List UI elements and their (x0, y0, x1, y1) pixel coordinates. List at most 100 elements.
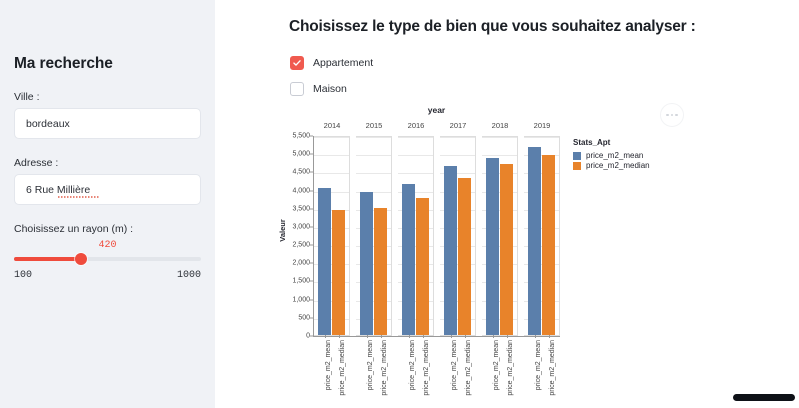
bar-price_m2_mean-2014[interactable] (318, 187, 331, 335)
facet-plot (482, 136, 518, 336)
bar-price_m2_median-2019[interactable] (542, 154, 555, 335)
x-tick-mark (367, 335, 368, 338)
facet-plot (398, 136, 434, 336)
sidebar-title: Ma recherche (14, 55, 113, 72)
more-options-icon[interactable] (660, 103, 684, 127)
gridline (356, 318, 391, 320)
dot (670, 113, 674, 117)
x-tick-text: price_m2_mean (535, 340, 542, 391)
chart-facet-title: year (427, 105, 446, 115)
bar-price_m2_median-2016[interactable] (416, 197, 429, 335)
checkbox-appartement[interactable] (290, 56, 304, 70)
bar-price_m2_mean-2018[interactable] (486, 158, 499, 335)
facet-panel-2014: 2014 price_m2_mean price_m2_median (314, 118, 350, 408)
x-tick-label: price_m2_mean (487, 335, 500, 408)
horizontal-scrollbar[interactable] (733, 394, 795, 401)
y-tick-label: 4,000 (292, 187, 310, 195)
gridline (482, 173, 517, 175)
page-title: Choisissez le type de bien que vous souh… (289, 18, 696, 35)
y-tick-mark (310, 335, 313, 337)
x-axis-labels: price_m2_mean price_m2_median (524, 335, 560, 408)
city-label: Ville : (14, 91, 40, 103)
facet-label: 2018 (491, 121, 509, 130)
gridline (482, 137, 517, 138)
x-tick-text: price_m2_median (507, 340, 514, 396)
gridline (314, 173, 349, 175)
x-tick-label: price_m2_mean (319, 335, 332, 408)
gridline (314, 246, 349, 248)
legend-item-price_m2_mean[interactable]: price_m2_mean (573, 151, 693, 160)
x-tick-label: price_m2_median (501, 335, 514, 408)
gridline (482, 264, 517, 266)
gridline (314, 300, 349, 302)
y-tick-label: 5,500 (292, 132, 310, 140)
city-input[interactable] (14, 108, 201, 139)
bar-price_m2_mean-2017[interactable] (444, 165, 457, 335)
gridline (524, 227, 559, 229)
gridline (440, 246, 475, 248)
gridline (356, 137, 391, 138)
gridline (356, 227, 391, 229)
facet-label: 2016 (407, 121, 425, 130)
slider-range-labels: 100 1000 (14, 270, 201, 281)
radius-label: Choisissez un rayon (m) : (14, 223, 134, 235)
x-tick-label: price_m2_median (543, 335, 556, 408)
x-tick-label: price_m2_mean (361, 335, 374, 408)
checkbox-maison[interactable] (290, 82, 304, 96)
x-axis-labels: price_m2_mean price_m2_median (314, 335, 350, 408)
gridline (524, 137, 559, 138)
legend-item-price_m2_median[interactable]: price_m2_median (573, 161, 693, 170)
x-tick-text: price_m2_mean (409, 340, 416, 391)
gridline (314, 282, 349, 284)
bar-price_m2_median-2015[interactable] (374, 207, 387, 335)
gridline (440, 227, 475, 229)
gridline (398, 264, 433, 266)
address-input[interactable] (14, 174, 201, 205)
x-tick-text: price_m2_median (339, 340, 346, 396)
gridline (398, 282, 433, 284)
gridline (314, 137, 349, 138)
facet-panel-2015: 2015 price_m2_mean price_m2_median (356, 118, 392, 408)
x-tick-mark (535, 335, 536, 338)
bar-price_m2_median-2014[interactable] (332, 210, 345, 335)
slider-track[interactable] (14, 257, 201, 261)
x-tick-label: price_m2_mean (445, 335, 458, 408)
x-tick-text: price_m2_mean (451, 340, 458, 391)
facet-panel-2019: 2019 price_m2_mean price_m2_median (524, 118, 560, 408)
plot-area: Valeur 0 500 1,000 1,500 2,000 2,500 3,000 3,50… (278, 118, 575, 408)
bar-price_m2_mean-2015[interactable] (360, 192, 373, 335)
checkbox-row-appartement[interactable]: Appartement (290, 56, 373, 70)
slider-thumb[interactable] (75, 253, 88, 265)
x-tick-label: price_m2_median (459, 335, 472, 408)
facet-panel-2017: 2017 price_m2_mean price_m2_median (440, 118, 476, 408)
y-tick-mark (310, 226, 313, 228)
check-icon (293, 60, 301, 66)
checkbox-row-maison[interactable]: Maison (290, 82, 347, 96)
bar-price_m2_median-2017[interactable] (458, 177, 471, 335)
legend-swatch (573, 151, 581, 160)
legend-swatch (573, 161, 581, 170)
facet-plot (356, 136, 392, 336)
gridline (482, 282, 517, 284)
gridline (440, 155, 475, 157)
gridline (398, 191, 433, 193)
x-tick-mark (465, 335, 466, 338)
facet-label: 2017 (449, 121, 467, 130)
gridline (482, 246, 517, 248)
x-tick-label: price_m2_median (417, 335, 430, 408)
gridline (482, 300, 517, 302)
bar-price_m2_mean-2016[interactable] (402, 184, 415, 335)
y-tick-label: 4,500 (292, 168, 310, 176)
bar-price_m2_median-2018[interactable] (500, 164, 513, 335)
radius-slider[interactable] (14, 252, 201, 266)
gridline (314, 155, 349, 157)
y-tick-mark (310, 190, 313, 192)
sidebar: Ma recherche Ville : Adresse : Choisisse… (0, 0, 215, 408)
facet-plot (314, 136, 350, 336)
x-tick-mark (423, 335, 424, 338)
x-axis-labels: price_m2_mean price_m2_median (440, 335, 476, 408)
bar-price_m2_mean-2019[interactable] (528, 146, 541, 335)
legend-label: price_m2_mean (586, 151, 644, 160)
facet-label: 2019 (533, 121, 551, 130)
y-tick-label: 5,000 (292, 150, 310, 158)
